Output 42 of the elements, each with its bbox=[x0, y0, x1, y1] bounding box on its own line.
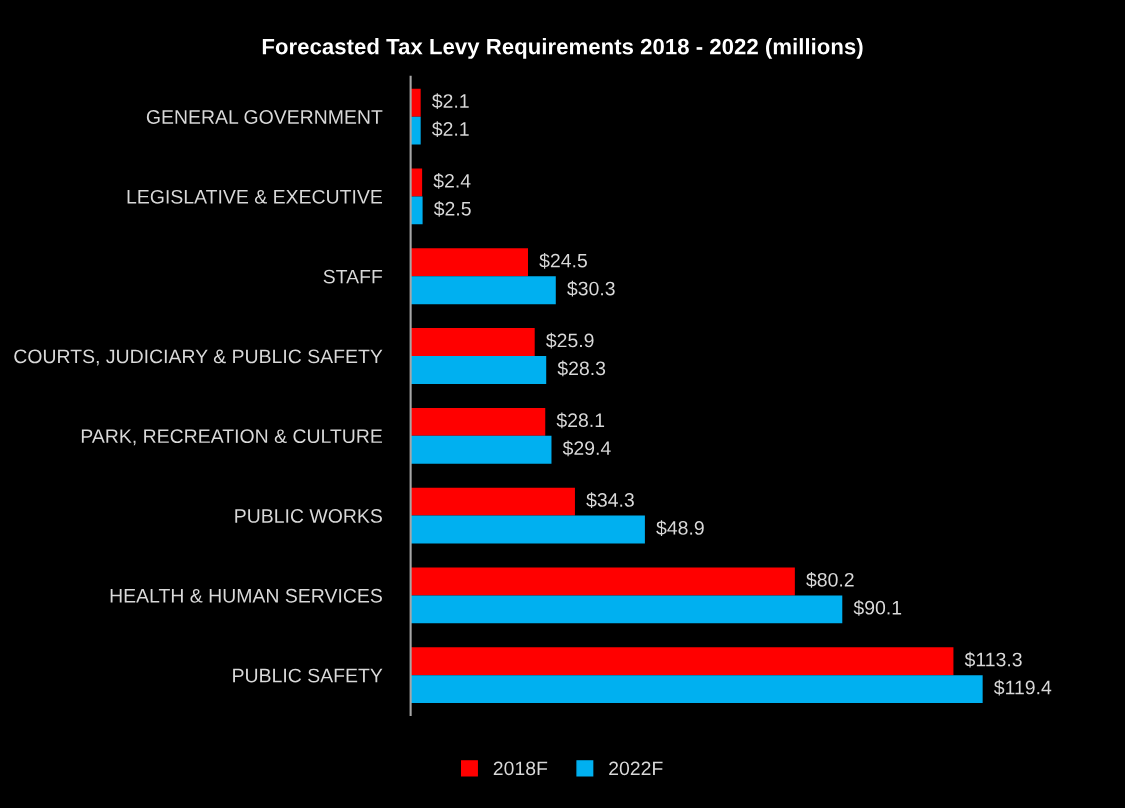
data-label: $2.1 bbox=[432, 121, 469, 137]
chart-title: Forecasted Tax Levy Requirements 2018 - 2022 (millions) bbox=[262, 38, 863, 59]
y-tick-label: PUBLIC SAFETY bbox=[233, 668, 383, 683]
data-label: $113.3 bbox=[964, 651, 1022, 668]
y-tick-label: PUBLIC WORKS bbox=[235, 509, 382, 523]
data-label: $28.3 bbox=[557, 360, 606, 377]
data-label: $2.4 bbox=[433, 173, 471, 189]
bar bbox=[410, 88, 421, 117]
data-label: $30.3 bbox=[567, 280, 615, 297]
bar bbox=[410, 435, 552, 464]
bar bbox=[410, 328, 535, 357]
y-tick-label: STAFF bbox=[323, 269, 383, 284]
y-tick-label: HEALTH & HUMAN SERVICES bbox=[110, 588, 382, 603]
data-label: $29.4 bbox=[562, 440, 611, 457]
data-label: $90.1 bbox=[853, 599, 902, 616]
y-tick-label: GENERAL GOVERNMENT bbox=[146, 110, 383, 124]
legend-label: 2022F bbox=[609, 761, 663, 776]
data-label: $2.5 bbox=[433, 201, 471, 217]
bar bbox=[410, 407, 546, 436]
legend-label: 2018F bbox=[493, 761, 548, 776]
y-tick-label: LEGISLATIVE & EXECUTIVE bbox=[127, 189, 383, 204]
bar bbox=[410, 356, 547, 384]
bar bbox=[410, 647, 954, 676]
data-label: $24.5 bbox=[539, 252, 587, 269]
bar bbox=[410, 196, 423, 225]
bar bbox=[410, 116, 421, 145]
bar bbox=[410, 276, 556, 305]
bar bbox=[410, 515, 645, 544]
y-tick-label: PARK, RECREATION & CULTURE bbox=[81, 429, 383, 446]
data-label: $25.9 bbox=[546, 332, 594, 349]
bar bbox=[410, 567, 795, 596]
data-label: $2.1 bbox=[432, 93, 469, 110]
bar bbox=[410, 487, 575, 516]
bar bbox=[410, 595, 843, 624]
data-label: $119.4 bbox=[993, 679, 1052, 696]
data-label: $34.3 bbox=[586, 492, 634, 509]
data-label: $48.9 bbox=[656, 520, 704, 536]
data-label: $28.1 bbox=[556, 412, 605, 429]
bar bbox=[410, 248, 528, 277]
bar bbox=[410, 675, 983, 704]
data-label: $80.2 bbox=[806, 572, 854, 588]
y-tick-label: COURTS, JUDICIARY & PUBLIC SAFETY bbox=[14, 349, 383, 366]
